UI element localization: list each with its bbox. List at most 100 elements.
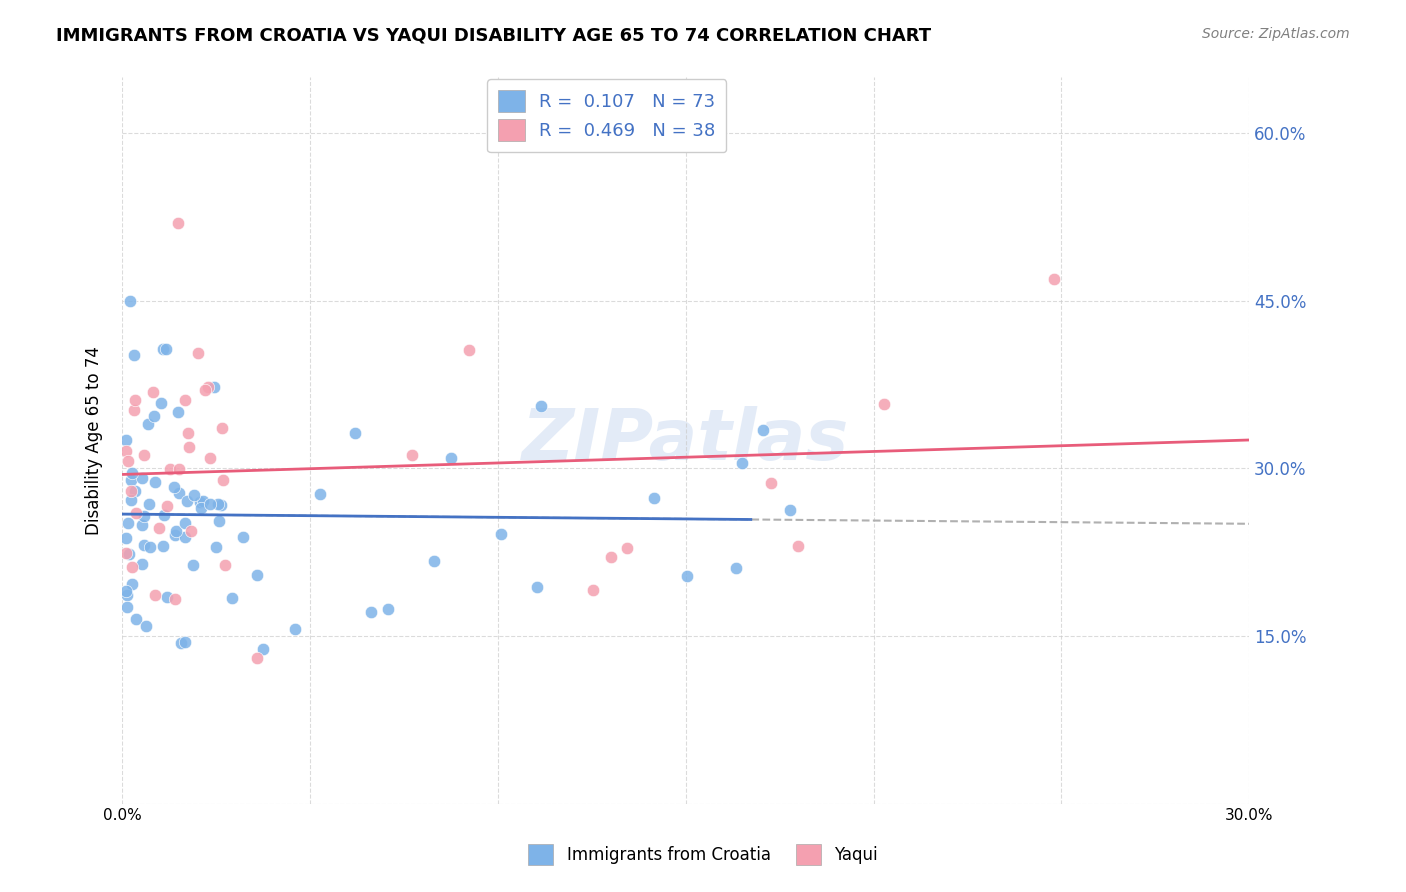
Point — [125, 507, 148, 521]
Point — [124, 348, 146, 362]
Point — [725, 561, 748, 575]
Point — [117, 588, 139, 602]
Point — [118, 293, 141, 308]
Point — [252, 642, 274, 657]
Point — [121, 560, 143, 574]
Point — [600, 550, 623, 565]
Point — [759, 476, 782, 491]
Point — [176, 494, 198, 508]
Point — [208, 514, 231, 528]
Point — [180, 524, 202, 538]
Point — [207, 497, 229, 511]
Point — [232, 531, 254, 545]
Point — [457, 343, 479, 358]
Point — [143, 409, 166, 423]
Point — [377, 602, 399, 616]
Legend: Immigrants from Croatia, Yaqui: Immigrants from Croatia, Yaqui — [519, 834, 887, 875]
Legend: R =  0.107   N = 73, R =  0.469   N = 38: R = 0.107 N = 73, R = 0.469 N = 38 — [486, 79, 727, 153]
Point — [152, 508, 174, 522]
Point — [135, 619, 157, 633]
Point — [134, 509, 156, 524]
Point — [177, 426, 200, 441]
Point — [148, 521, 170, 535]
Point — [193, 383, 215, 397]
Point — [117, 600, 139, 615]
Point — [643, 491, 665, 506]
Point — [114, 531, 136, 545]
Point — [221, 591, 243, 605]
Point — [165, 528, 187, 542]
Point — [779, 502, 801, 516]
Point — [114, 546, 136, 560]
Point — [121, 576, 143, 591]
Point — [211, 421, 233, 435]
Point — [139, 540, 162, 554]
Point — [155, 342, 177, 356]
Point — [167, 216, 190, 230]
Point — [190, 501, 212, 516]
Point — [138, 417, 160, 432]
Point — [120, 473, 142, 487]
Point — [616, 541, 638, 556]
Text: ZIPatlas: ZIPatlas — [522, 406, 849, 475]
Point — [173, 392, 195, 407]
Point — [423, 554, 446, 568]
Point — [343, 425, 366, 440]
Point — [114, 584, 136, 599]
Point — [187, 345, 209, 359]
Point — [152, 539, 174, 553]
Point — [179, 441, 201, 455]
Point — [786, 540, 808, 554]
Point — [124, 403, 146, 417]
Point — [191, 494, 214, 508]
Point — [156, 590, 179, 604]
Point — [174, 635, 197, 649]
Point — [163, 480, 186, 494]
Point — [114, 444, 136, 458]
Point — [125, 612, 148, 626]
Point — [752, 423, 775, 437]
Point — [152, 342, 174, 356]
Point — [676, 569, 699, 583]
Point — [124, 393, 146, 408]
Point — [309, 486, 332, 500]
Point — [167, 462, 190, 476]
Point — [165, 524, 187, 538]
Point — [156, 499, 179, 513]
Point — [131, 557, 153, 571]
Point — [188, 495, 211, 509]
Point — [167, 486, 190, 500]
Point — [143, 475, 166, 489]
Point — [1043, 271, 1066, 285]
Point — [149, 396, 172, 410]
Point — [131, 517, 153, 532]
Point — [873, 396, 896, 410]
Point — [530, 399, 553, 413]
Point — [173, 516, 195, 530]
Point — [118, 547, 141, 561]
Text: Source: ZipAtlas.com: Source: ZipAtlas.com — [1202, 27, 1350, 41]
Point — [132, 449, 155, 463]
Point — [200, 498, 222, 512]
Point — [174, 530, 197, 544]
Point — [142, 384, 165, 399]
Point — [212, 474, 235, 488]
Point — [401, 449, 423, 463]
Point — [489, 527, 512, 541]
Point — [211, 499, 233, 513]
Point — [143, 588, 166, 602]
Point — [159, 461, 181, 475]
Point — [183, 488, 205, 502]
Point — [166, 405, 188, 419]
Point — [214, 558, 236, 572]
Point — [731, 456, 754, 470]
Point — [205, 540, 228, 554]
Point — [138, 497, 160, 511]
Point — [246, 567, 269, 582]
Point — [121, 466, 143, 480]
Point — [114, 434, 136, 448]
Point — [526, 580, 548, 594]
Point — [284, 622, 307, 636]
Point — [131, 470, 153, 484]
Point — [440, 450, 463, 465]
